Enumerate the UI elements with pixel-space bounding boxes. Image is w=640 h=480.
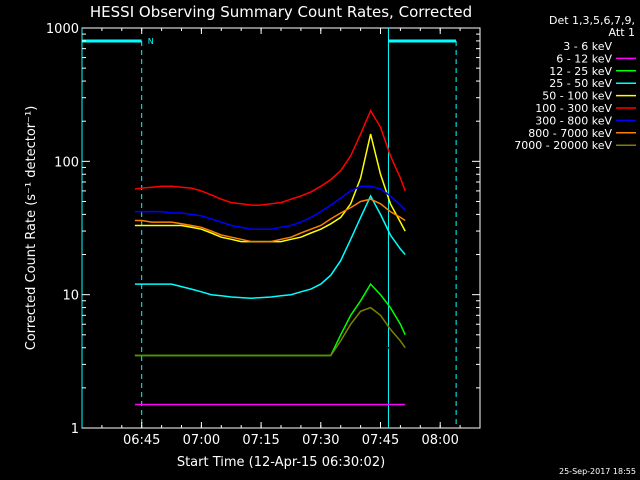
series-line-0 bbox=[134, 346, 406, 366]
x-tick-label-4: 07:45 bbox=[362, 433, 399, 448]
legend-label-0: 3 - 6 keV bbox=[563, 40, 612, 53]
y-tick-label-3: 1 bbox=[71, 422, 79, 437]
chart-title: HESSI Observing Summary Count Rates, Cor… bbox=[90, 3, 472, 21]
legend-label-3: 25 - 50 keV bbox=[549, 77, 612, 90]
night-label: N bbox=[148, 37, 154, 46]
series-line-2 bbox=[134, 282, 406, 357]
legend-label-2: 12 - 25 keV bbox=[549, 65, 612, 78]
legend-label-6: 300 - 800 keV bbox=[535, 114, 612, 127]
x-axis-ticks: 06:45 07:00 07:15 07:30 07:45 08:00 bbox=[101, 28, 461, 448]
legend-label-8: 7000 - 20000 keV bbox=[514, 139, 612, 152]
x-tick-label-3: 07:30 bbox=[302, 433, 339, 448]
legend-header-0: Det 1,3,5,6,7,9, bbox=[549, 14, 635, 27]
legend-label-4: 50 - 100 keV bbox=[542, 90, 612, 103]
x-tick-label-2: 07:15 bbox=[242, 433, 279, 448]
legend-label-5: 100 - 300 keV bbox=[535, 102, 612, 115]
night-periods: N bbox=[81, 28, 457, 428]
series-line-3 bbox=[134, 194, 406, 299]
x-tick-label-5: 08:00 bbox=[421, 433, 458, 448]
y-tick-label-0: 1000 bbox=[46, 22, 79, 37]
legend-label-7: 800 - 7000 keV bbox=[528, 127, 612, 140]
series-line-6 bbox=[134, 185, 406, 230]
y-tick-label-1: 100 bbox=[54, 155, 79, 170]
timestamp: 25-Sep-2017 18:55 bbox=[559, 467, 636, 476]
y-tick-label-2: 10 bbox=[62, 289, 79, 304]
x-axis-label: Start Time (12-Apr-15 06:30:02) bbox=[177, 455, 385, 470]
y-axis-ticks: 1000 100 10 1 bbox=[46, 22, 480, 437]
y-axis-label: Corrected Count Rate (s⁻¹ detector⁻¹) bbox=[24, 106, 39, 351]
legend-label-1: 6 - 12 keV bbox=[556, 52, 612, 65]
series-line-4 bbox=[134, 133, 406, 243]
x-tick-label-0: 06:45 bbox=[123, 433, 160, 448]
series-lines bbox=[134, 108, 406, 406]
series-line-7 bbox=[134, 198, 406, 243]
legend-header-1: Att 1 bbox=[609, 26, 635, 39]
series-line-5 bbox=[134, 108, 406, 206]
x-tick-label-1: 07:00 bbox=[183, 433, 220, 448]
series-line-8 bbox=[134, 306, 406, 357]
